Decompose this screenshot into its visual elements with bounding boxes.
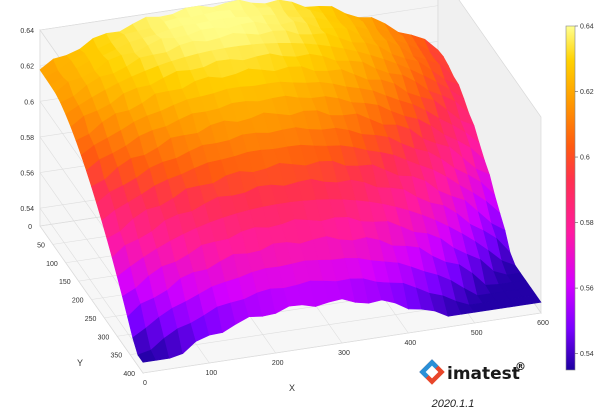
colorbar-gradient bbox=[565, 25, 576, 371]
colorbar-tick-label: 0.56 bbox=[580, 286, 594, 293]
grid-line-y bbox=[142, 312, 542, 374]
z-tick-label: 0.64 bbox=[20, 28, 34, 35]
imatest-logo: imatest ® bbox=[419, 359, 526, 385]
colorbar-tick-label: 0.64 bbox=[580, 24, 594, 31]
y-tick-label: 250 bbox=[85, 316, 97, 323]
surface-cell bbox=[522, 294, 542, 305]
grid-line-z bbox=[39, 0, 242, 31]
x-tick-label: 300 bbox=[338, 350, 350, 357]
colorbar: 0.54 0.56 0.58 0.6 0.62 0.64 bbox=[565, 24, 594, 371]
z-tick-label: 0.56 bbox=[20, 171, 34, 178]
y-tick-label: 200 bbox=[72, 298, 84, 305]
version-label: 2020.1.1 bbox=[431, 398, 475, 410]
colorbar-tick-label: 0.58 bbox=[580, 220, 594, 227]
y-tick-label: 150 bbox=[59, 279, 71, 286]
z-tick-label: 0.58 bbox=[20, 135, 34, 142]
x-tick-label: 200 bbox=[272, 360, 284, 367]
registered-mark: ® bbox=[515, 360, 526, 373]
y-axis-label: Y bbox=[77, 358, 83, 368]
axis-ticks: 0 100 200 300 400 500 600 0 50 100 150 200 250 300 350… bbox=[20, 28, 549, 387]
x-axis-label: X bbox=[289, 383, 295, 393]
grid-line-z bbox=[39, 208, 144, 356]
x-tick-label: 100 bbox=[205, 370, 217, 377]
y-tick-label: 300 bbox=[98, 334, 110, 341]
logo-text: imatest bbox=[447, 364, 520, 384]
y-tick-label: 50 bbox=[37, 242, 45, 249]
colorbar-tick-label: 0.6 bbox=[580, 155, 590, 162]
y-tick-label: 0 bbox=[28, 224, 32, 231]
z-tick-label: 0.6 bbox=[24, 99, 34, 106]
x-tick-label: 600 bbox=[537, 320, 549, 327]
z-tick-label: 0.62 bbox=[20, 64, 34, 71]
logo-mark-icon bbox=[419, 359, 445, 385]
z-tick-label: 0.54 bbox=[20, 206, 34, 213]
colorbar-tick-label: 0.62 bbox=[580, 89, 594, 96]
colorbar-tick-label: 0.54 bbox=[580, 351, 594, 358]
x-tick-label: 500 bbox=[471, 330, 483, 337]
y-tick-label: 100 bbox=[46, 261, 58, 268]
y-tick-label: 400 bbox=[123, 371, 135, 378]
x-tick-label: 0 bbox=[143, 380, 147, 387]
x-tick-label: 400 bbox=[404, 340, 416, 347]
y-tick-label: 350 bbox=[110, 353, 122, 360]
surface-mesh bbox=[39, 0, 542, 363]
